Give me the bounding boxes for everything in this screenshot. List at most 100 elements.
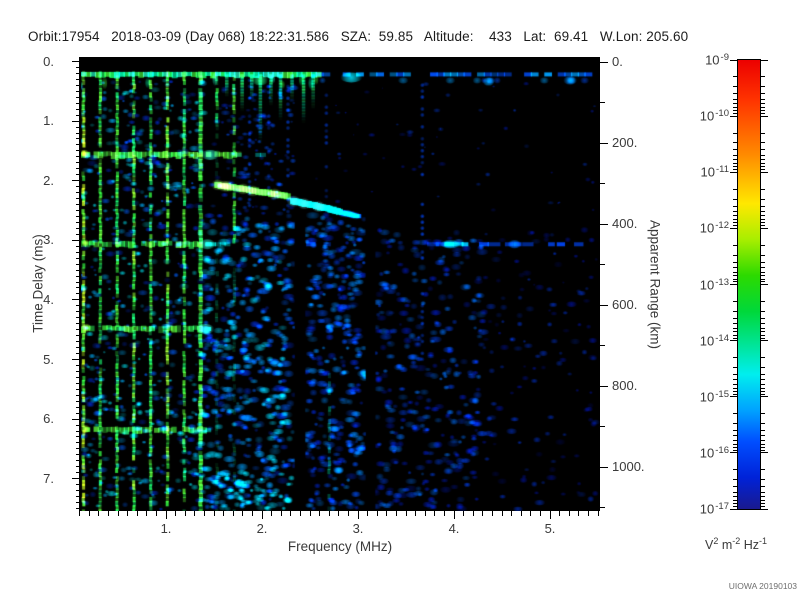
colorbar-major-tick-right	[761, 452, 768, 454]
x-axis-minor-tick	[482, 511, 484, 516]
y-axis-minor-tick	[75, 412, 80, 414]
colorbar-minor-tick-left	[733, 215, 737, 217]
y-axis-minor-tick	[75, 490, 80, 492]
y-tick-label: 2.	[43, 172, 54, 188]
colorbar-minor-tick-left	[733, 446, 737, 448]
colorbar-major-tick-left	[730, 59, 737, 61]
x-axis-minor-tick	[117, 511, 119, 516]
colorbar-minor-tick-right	[761, 271, 765, 273]
colorbar-minor-tick-right	[761, 469, 765, 471]
r-axis-minor-tick	[600, 426, 605, 427]
colorbar-minor-tick-right	[761, 225, 765, 227]
colorbar-minor-tick-left	[733, 132, 737, 134]
y-axis-minor-tick	[75, 376, 80, 378]
colorbar-major-tick-right	[761, 340, 768, 342]
r-axis-minor-tick	[600, 102, 605, 103]
colorbar-minor-tick-right	[761, 210, 765, 212]
y-axis-minor-tick	[75, 448, 80, 450]
x-axis-minor-tick	[357, 511, 359, 516]
r-tick-label: 800.	[612, 378, 638, 393]
y-axis-minor-tick	[75, 472, 80, 474]
y-axis-minor-tick	[75, 299, 80, 301]
colorbar-minor-tick-right	[761, 439, 765, 441]
colorbar-minor-tick-left	[733, 449, 737, 451]
y-tick-label: 3.	[43, 232, 54, 248]
colorbar-minor-tick-left	[733, 317, 737, 319]
y-axis-minor-tick	[75, 227, 80, 229]
y-axis-minor-tick	[75, 305, 80, 307]
x-axis-minor-tick	[424, 511, 426, 516]
colorbar-minor-tick-right	[761, 423, 765, 425]
y-axis-minor-tick	[75, 78, 80, 80]
colorbar-minor-tick-right	[761, 142, 765, 144]
x-axis-minor-tick	[530, 511, 532, 516]
colorbar-minor-tick-left	[733, 435, 737, 437]
colorbar-minor-tick-left	[733, 323, 737, 325]
r-tick-label: 0.	[612, 54, 623, 69]
colorbar-major-tick-left	[730, 508, 737, 510]
y-axis-minor-tick	[75, 311, 80, 313]
x-axis-minor-tick	[376, 511, 378, 516]
x-axis-minor-tick	[98, 511, 100, 516]
x-axis-minor-tick	[511, 511, 513, 516]
y-axis-minor-tick	[75, 478, 80, 480]
x-axis-minor-tick	[184, 511, 186, 516]
r-axis-major-tick	[600, 223, 608, 225]
y-axis-minor-tick	[75, 61, 80, 62]
x-axis-minor-tick	[386, 511, 388, 516]
colorbar-minor-tick-right	[761, 244, 765, 246]
colorbar-minor-tick-right	[761, 337, 765, 339]
x-axis-minor-tick	[367, 511, 369, 516]
x-axis-minor-tick	[328, 511, 330, 516]
colorbar-minor-tick-left	[733, 499, 737, 501]
y-tick-label: 4.	[43, 291, 54, 307]
colorbar-minor-tick-right	[761, 261, 765, 263]
colorbar-minor-tick-right	[761, 499, 765, 501]
colorbar-minor-tick-right	[761, 267, 765, 269]
colorbar-minor-tick-left	[733, 142, 737, 144]
y-axis-minor-tick	[75, 66, 80, 68]
x-axis-minor-tick	[453, 511, 455, 516]
y-axis-minor-tick	[75, 108, 80, 110]
colorbar-minor-tick-left	[733, 281, 737, 283]
x-axis-minor-tick	[338, 511, 340, 516]
y-axis-minor-tick	[75, 126, 80, 128]
colorbar-minor-tick-left	[733, 98, 737, 100]
y-axis-minor-tick	[75, 394, 80, 396]
colorbar-minor-tick-right	[761, 76, 765, 78]
colorbar-major-tick-right	[761, 59, 768, 61]
colorbar-minor-tick-right	[761, 387, 765, 389]
colorbar-minor-tick-right	[761, 334, 765, 336]
colorbar-minor-tick-right	[761, 254, 765, 256]
colorbar-minor-tick-left	[733, 163, 737, 165]
y-axis-minor-tick	[75, 162, 80, 164]
y-tick-label: 7.	[43, 470, 54, 486]
x-axis-minor-tick	[395, 511, 397, 516]
y-axis-minor-tick	[75, 329, 80, 331]
colorbar-minor-tick-left	[733, 383, 737, 385]
colorbar-minor-tick-left	[733, 267, 737, 269]
r-axis-minor-tick	[600, 264, 605, 265]
y-axis-minor-tick	[75, 257, 80, 259]
x-axis-minor-tick	[107, 511, 109, 516]
colorbar-minor-tick-right	[761, 323, 765, 325]
r-tick-label: 1000.	[612, 459, 645, 474]
colorbar-minor-tick-left	[733, 271, 737, 273]
colorbar-minor-tick-left	[733, 337, 737, 339]
y-axis-minor-tick	[75, 275, 80, 277]
colorbar-tick-label: 10-16	[699, 444, 729, 461]
y-axis-minor-tick	[75, 215, 80, 217]
colorbar-major-tick-left	[730, 115, 737, 117]
x-axis-minor-tick	[79, 511, 81, 516]
y-axis-minor-tick	[75, 418, 80, 420]
y-axis-minor-tick	[75, 442, 80, 444]
colorbar-minor-tick-left	[733, 86, 737, 88]
x-axis-minor-tick	[405, 511, 407, 516]
colorbar-minor-tick-left	[733, 159, 737, 161]
colorbar-minor-tick-left	[733, 491, 737, 493]
colorbar-minor-tick-left	[733, 334, 737, 336]
y-axis-minor-tick	[75, 323, 80, 325]
y-axis-minor-tick	[75, 406, 80, 408]
colorbar-minor-tick-right	[761, 103, 765, 105]
